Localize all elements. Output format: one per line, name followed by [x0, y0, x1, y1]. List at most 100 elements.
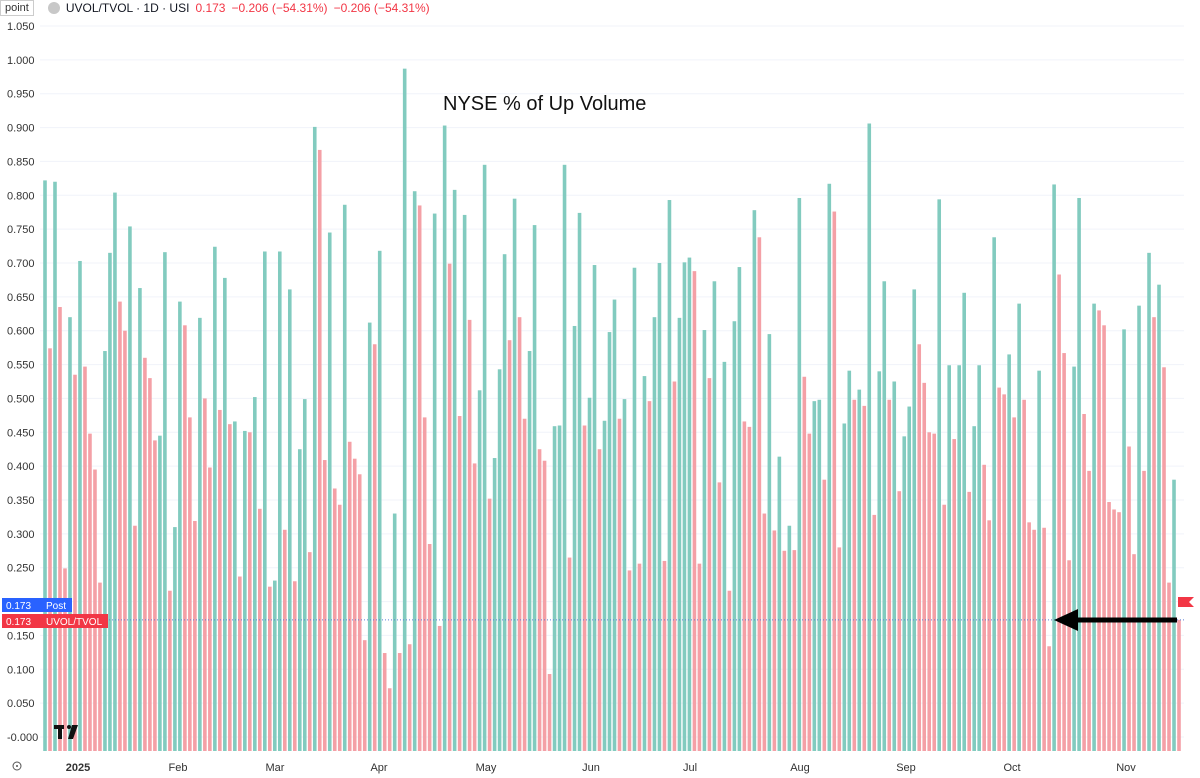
bar	[477, 390, 482, 751]
bar	[297, 449, 302, 751]
bar	[43, 180, 47, 751]
bar	[422, 417, 427, 751]
bar	[1012, 417, 1016, 751]
y-tick-label: 0.250	[7, 563, 35, 575]
bar	[772, 530, 777, 751]
tradingview-logo-icon	[54, 725, 78, 739]
bar	[602, 420, 607, 751]
bar	[1002, 394, 1006, 751]
x-tick-label: Feb	[169, 762, 188, 774]
bar	[53, 181, 57, 752]
bar	[472, 463, 477, 751]
bar	[697, 563, 702, 751]
bar	[1142, 470, 1146, 751]
bar	[118, 301, 122, 751]
y-tick-label: 0.950	[7, 89, 35, 101]
bar	[268, 586, 272, 751]
bar	[642, 376, 647, 751]
chart-header: point UVOL/TVOL · 1D · USI 0.173 −0.206 …	[0, 0, 430, 16]
bar	[203, 398, 207, 751]
x-tick-label: Aug	[790, 762, 810, 774]
bar	[992, 237, 996, 751]
y-tick-label: 0.600	[7, 326, 35, 338]
y-tick-label: 0.450	[7, 427, 35, 439]
bar	[317, 149, 322, 752]
bar	[58, 307, 62, 751]
bar	[1102, 325, 1106, 751]
x-tick-label: Oct	[1003, 762, 1020, 774]
bar	[263, 251, 267, 752]
bar	[567, 557, 572, 751]
y-axis: 1.050 1.000 0.950 0.900 0.850 0.800 0.750 0.700…	[7, 21, 38, 744]
bar	[557, 425, 562, 751]
bar	[198, 317, 202, 751]
bar	[63, 568, 67, 751]
bar	[367, 322, 372, 751]
bar	[987, 520, 991, 751]
bar	[148, 378, 152, 751]
bar	[1072, 366, 1076, 751]
bar	[1107, 502, 1111, 751]
bar	[143, 357, 147, 751]
bar	[337, 504, 342, 751]
bar	[947, 365, 951, 751]
symbol-logo-icon[interactable]	[47, 2, 60, 14]
bar	[1057, 274, 1061, 751]
bar	[153, 440, 157, 751]
bar	[667, 200, 672, 751]
bar	[797, 197, 802, 752]
bar	[977, 365, 981, 751]
bar	[657, 263, 662, 751]
main-value: 0.173	[6, 617, 31, 628]
bar	[957, 365, 961, 751]
bar	[722, 361, 727, 751]
bar	[372, 344, 377, 751]
bar	[997, 387, 1001, 751]
bar	[702, 330, 707, 751]
bar	[592, 265, 597, 751]
bar	[1132, 554, 1136, 751]
bar	[927, 432, 932, 751]
bar	[158, 435, 162, 751]
bar	[218, 409, 222, 751]
bar	[942, 504, 947, 751]
bar	[1122, 329, 1126, 751]
bar	[1172, 479, 1176, 751]
bar	[93, 469, 97, 751]
bar	[452, 189, 457, 751]
bar	[802, 376, 807, 751]
bar	[857, 389, 862, 751]
bar	[437, 625, 442, 751]
y-tick-label: 0.100	[7, 664, 35, 676]
bar	[807, 433, 812, 751]
bar	[572, 325, 577, 751]
bar	[502, 254, 507, 751]
bar	[407, 644, 412, 751]
bar	[392, 513, 397, 751]
bar	[717, 482, 722, 751]
bar	[562, 164, 567, 751]
bar	[507, 340, 512, 751]
overlay-annotation: NYSE % of Up Volume	[443, 93, 646, 115]
symbol-title[interactable]: UVOL/TVOL · 1D · USI	[65, 1, 190, 15]
bar	[962, 292, 966, 751]
bar	[967, 491, 971, 751]
bar	[327, 232, 332, 751]
price-tag-main: 0.173 UVOL/TVOL	[2, 614, 108, 628]
bar	[357, 474, 362, 751]
bar	[258, 508, 262, 751]
bar	[617, 418, 622, 751]
bar	[582, 425, 587, 751]
bar	[1097, 310, 1101, 751]
x-tick-label: Sep	[896, 762, 916, 774]
bar	[412, 191, 417, 752]
bar	[402, 68, 407, 751]
bar	[692, 271, 697, 751]
bar	[342, 204, 347, 751]
x-tick-label: Apr	[370, 762, 387, 774]
settings-circle-icon[interactable]	[12, 761, 22, 771]
bar	[577, 212, 582, 751]
flag-icon[interactable]	[1178, 597, 1194, 607]
bar	[497, 369, 502, 751]
